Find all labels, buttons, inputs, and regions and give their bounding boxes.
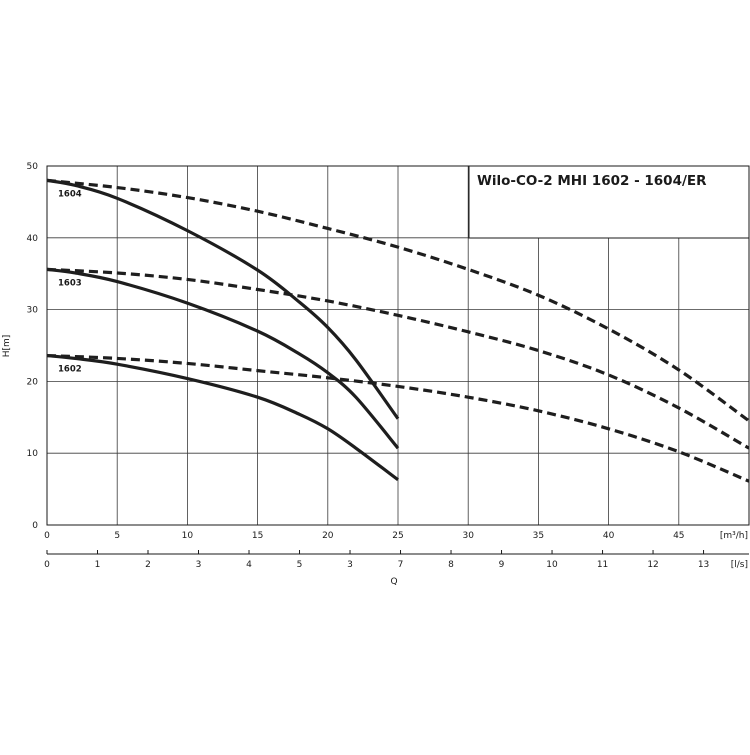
plot-frame xyxy=(46,165,750,526)
y-tick-label: 0 xyxy=(32,521,38,531)
curve-layer: 1604 1603 1602 xyxy=(47,178,749,483)
curve-1603 xyxy=(47,267,400,450)
x2-tick-label: 10 xyxy=(546,560,558,570)
x-tick-label: 45 xyxy=(673,531,684,541)
x2-tick-label: 13 xyxy=(698,560,709,570)
x2-tick-label: 11 xyxy=(597,560,608,570)
curve-1604 xyxy=(47,178,400,420)
y-tick-label: 50 xyxy=(27,162,39,172)
x2-tick-label: 9 xyxy=(499,560,505,570)
x2-tick-label: 12 xyxy=(647,560,658,570)
x-tick-label: 0 xyxy=(44,531,50,541)
x2-tick-label: 0 xyxy=(44,560,50,570)
x2-tick-label: 8 xyxy=(448,560,454,570)
series-label-1604: 1604 xyxy=(58,189,82,199)
x-tick-label: 30 xyxy=(462,531,474,541)
y-tick-label: 30 xyxy=(27,306,39,316)
x-axis-label: Q xyxy=(390,577,397,587)
x2-tick-label: 3 xyxy=(196,560,202,570)
x-axis-unit: [m³/h] xyxy=(720,531,748,541)
curve-dashed-5 xyxy=(47,353,749,483)
x2-tick-label: 4 xyxy=(246,560,252,570)
y-tick-label: 40 xyxy=(27,234,39,244)
x2-tick-label: 2 xyxy=(145,560,151,570)
x-tick-label: 25 xyxy=(392,531,403,541)
x-tick-label: 10 xyxy=(182,531,194,541)
x2-tick-label: 7 xyxy=(398,560,404,570)
x2-axis-unit: [l/s] xyxy=(731,560,748,570)
curve-dashed-3 xyxy=(47,178,749,423)
curve-dashed-4 xyxy=(47,267,749,450)
curve-1602 xyxy=(47,353,399,482)
chart-title: Wilo-CO-2 MHI 1602 - 1604/ER xyxy=(477,173,707,189)
x-tick-label: 15 xyxy=(252,531,263,541)
x2-tick-label: 3 xyxy=(347,560,353,570)
x-tick-label: 40 xyxy=(603,531,615,541)
y-axis-label: H[m] xyxy=(2,335,12,358)
y-tick-label: 20 xyxy=(27,377,39,387)
x2-tick-label: 1 xyxy=(95,560,101,570)
series-label-1602: 1602 xyxy=(58,365,82,375)
x-tick-label: 5 xyxy=(114,531,120,541)
y-tick-label: 10 xyxy=(27,449,39,459)
title-box: Wilo-CO-2 MHI 1602 - 1604/ER xyxy=(468,165,750,239)
series-label-1603: 1603 xyxy=(58,278,82,288)
x2-tick-label: 5 xyxy=(297,560,303,570)
x-tick-label: 20 xyxy=(322,531,334,541)
x-tick-label: 35 xyxy=(533,531,544,541)
